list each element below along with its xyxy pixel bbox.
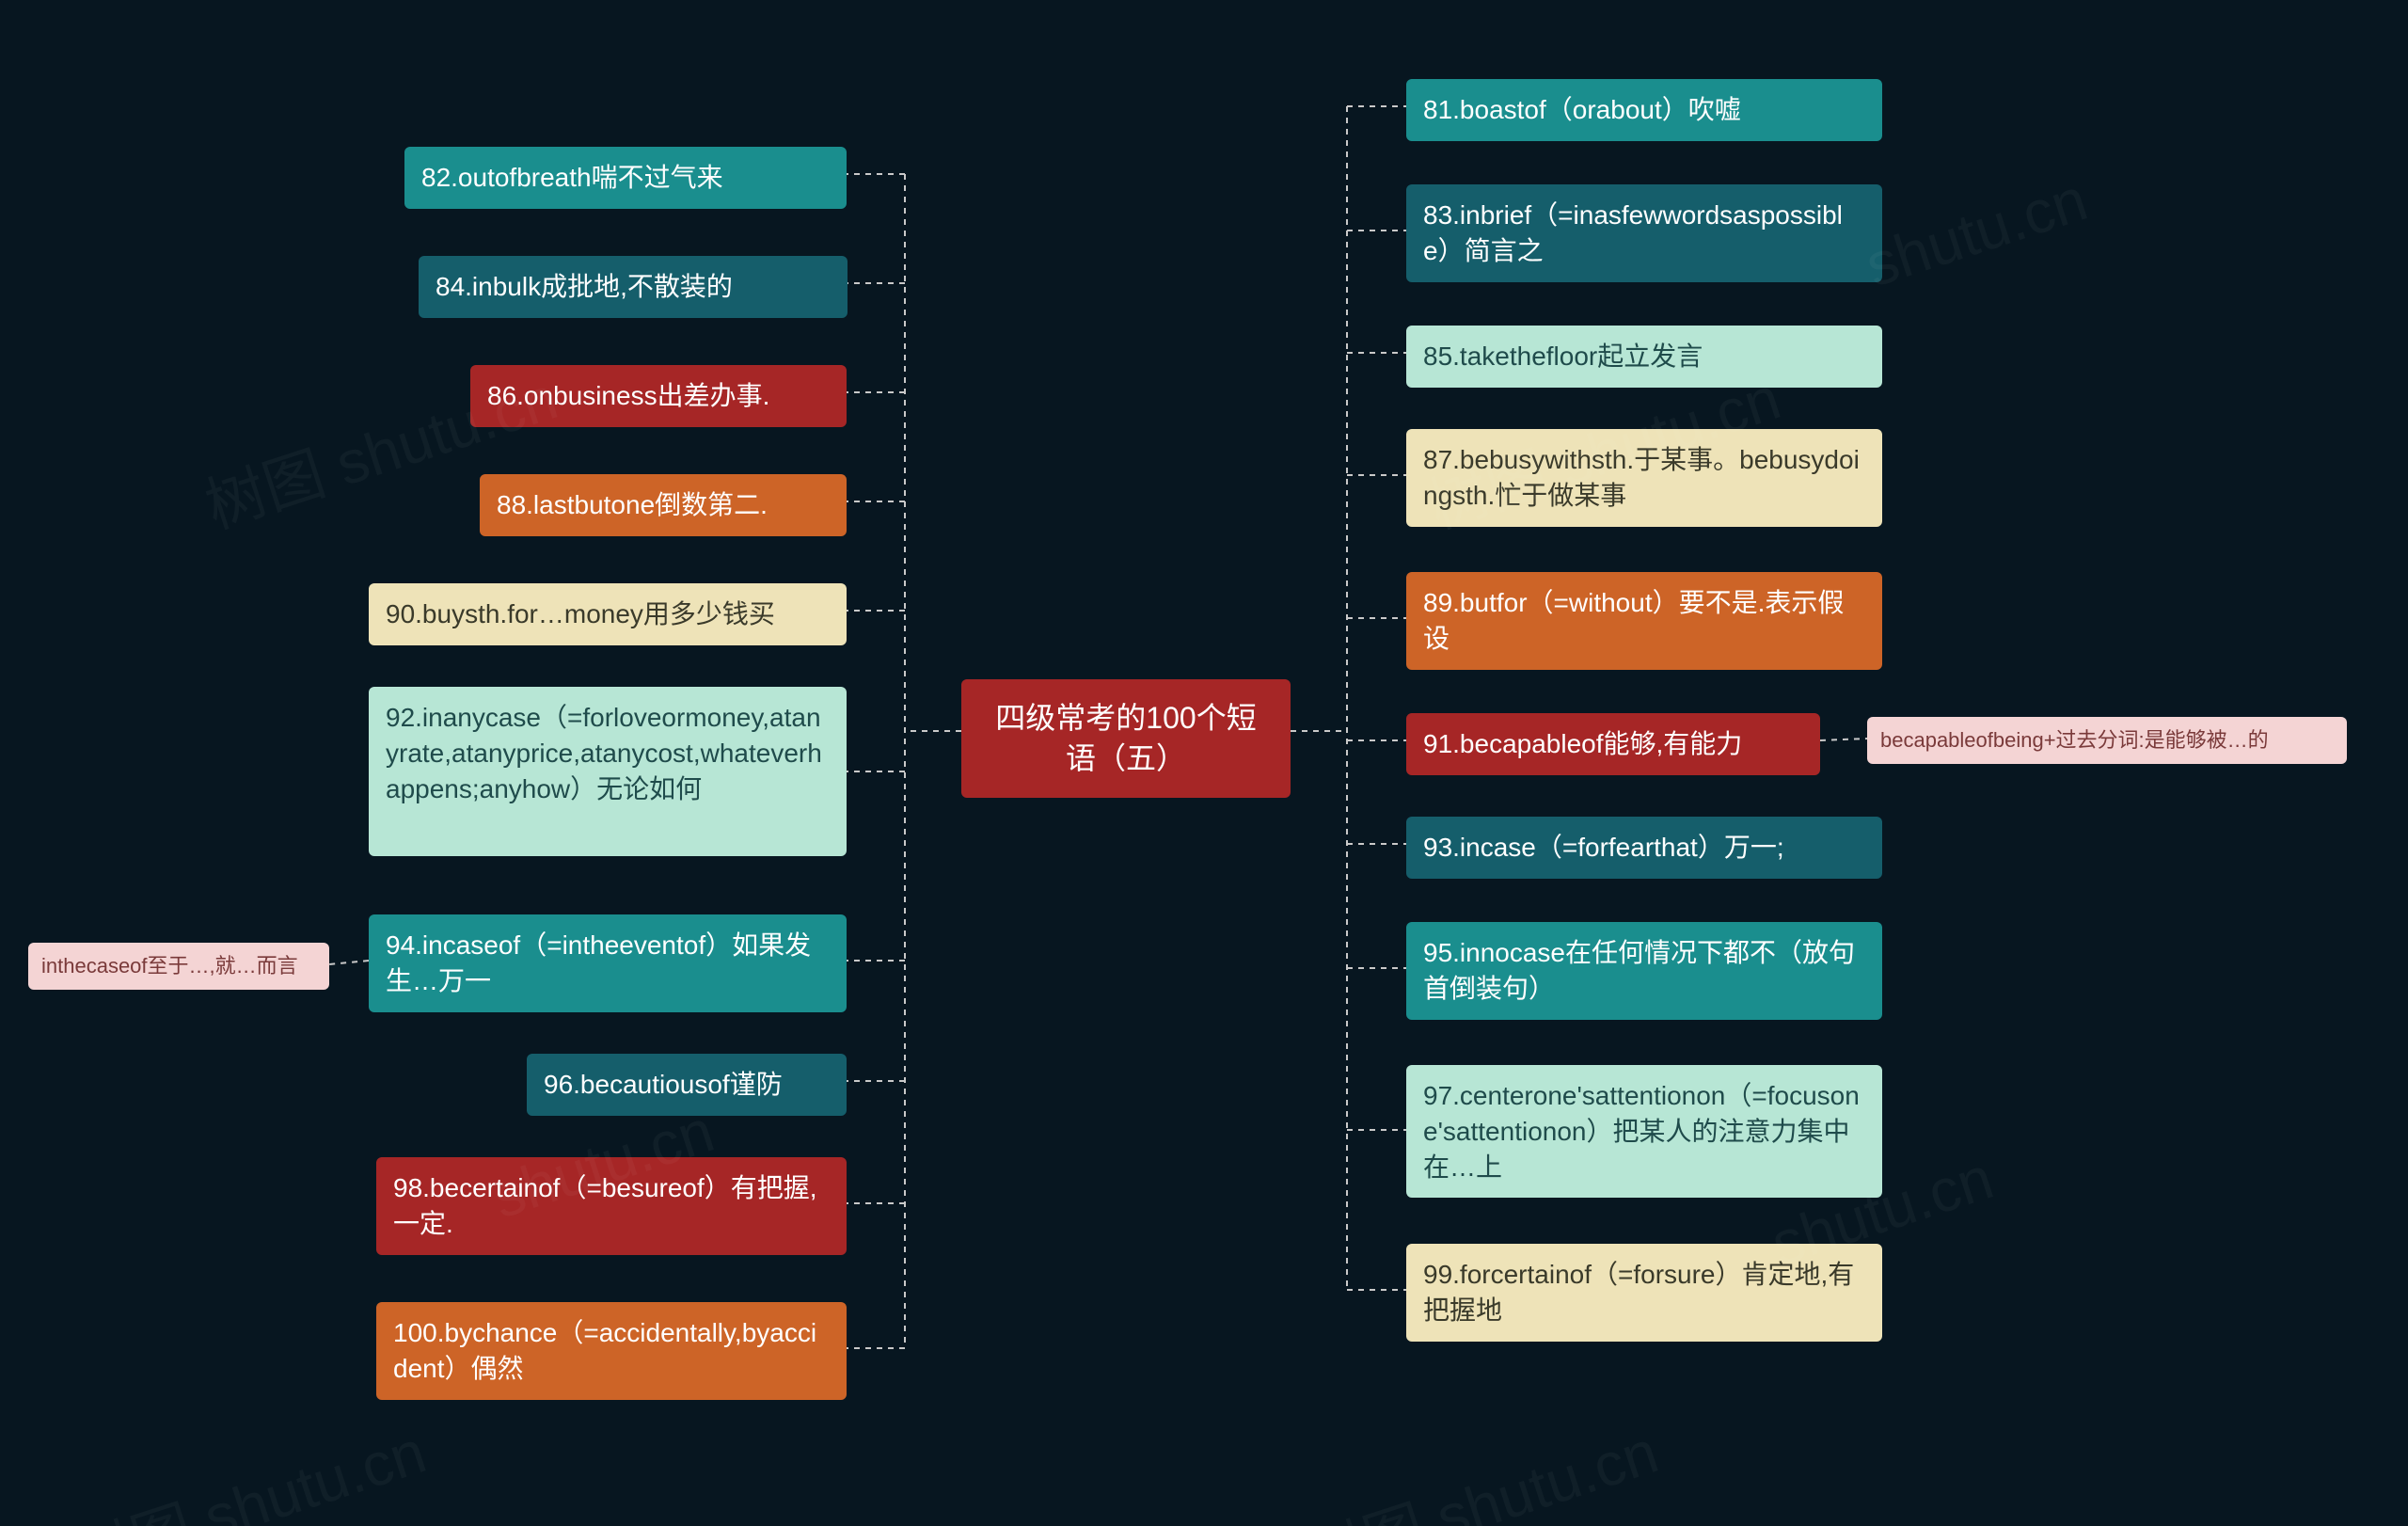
sub-node-s94-label: inthecaseof至于…,就…而言: [41, 954, 298, 978]
left-node-l98-label: 98.becertainof（=besureof）有把握,一定.: [393, 1173, 817, 1238]
watermark: shutu.cn: [1857, 164, 2095, 300]
left-node-l90: 90.buysth.for…money用多少钱买: [369, 583, 847, 645]
watermark: 树图 shutu.cn: [1293, 1404, 1667, 1526]
left-node-l94-label: 94.incaseof（=intheeventof）如果发生…万一: [386, 930, 811, 995]
left-node-l84-label: 84.inbulk成批地,不散装的: [436, 272, 733, 301]
right-node-r81: 81.boastof（orabout）吹嘘: [1406, 79, 1882, 141]
left-node-l96-label: 96.becautiousof谨防: [544, 1070, 783, 1099]
sub-node-s91: becapableofbeing+过去分词:是能够被…的: [1867, 717, 2347, 764]
right-node-r95: 95.innocase在任何情况下都不（放句首倒装句）: [1406, 922, 1882, 1020]
left-node-l88: 88.lastbutone倒数第二.: [480, 474, 847, 536]
watermark: 树图 shutu.cn: [61, 1404, 435, 1526]
left-node-l92-label: 92.inanycase（=forloveormoney,atanyrate,a…: [386, 703, 822, 803]
right-node-r87: 87.bebusywithsth.于某事。bebusydoingsth.忙于做某…: [1406, 429, 1882, 527]
left-node-l94: 94.incaseof（=intheeventof）如果发生…万一: [369, 914, 847, 1012]
right-node-r97-label: 97.centerone'sattentionon（=focusone'satt…: [1423, 1081, 1860, 1182]
left-node-l98: 98.becertainof（=besureof）有把握,一定.: [376, 1157, 847, 1255]
right-node-r83-label: 83.inbrief（=inasfewwordsaspossible）简言之: [1423, 200, 1843, 265]
right-node-r89-label: 89.butfor（=without）要不是.表示假设: [1423, 588, 1844, 653]
right-node-r83: 83.inbrief（=inasfewwordsaspossible）简言之: [1406, 184, 1882, 282]
left-node-l86-label: 86.onbusiness出差办事.: [487, 381, 769, 410]
left-node-l100: 100.bychance（=accidentally,byaccident）偶然: [376, 1302, 847, 1400]
right-node-r91: 91.becapableof能够,有能力: [1406, 713, 1820, 775]
right-node-r87-label: 87.bebusywithsth.于某事。bebusydoingsth.忙于做某…: [1423, 445, 1860, 510]
mindmap-root: 四级常考的100个短语（五）: [961, 679, 1291, 798]
right-node-r95-label: 95.innocase在任何情况下都不（放句首倒装句）: [1423, 938, 1855, 1003]
left-node-l86: 86.onbusiness出差办事.: [470, 365, 847, 427]
left-node-l92: 92.inanycase（=forloveormoney,atanyrate,a…: [369, 687, 847, 856]
right-node-r99: 99.forcertainof（=forsure）肯定地,有把握地: [1406, 1244, 1882, 1342]
right-node-r85: 85.takethefloor起立发言: [1406, 326, 1882, 388]
sub-node-s91-label: becapableofbeing+过去分词:是能够被…的: [1880, 728, 2269, 752]
left-node-l96: 96.becautiousof谨防: [527, 1054, 847, 1116]
left-node-l100-label: 100.bychance（=accidentally,byaccident）偶然: [393, 1318, 816, 1383]
right-node-r85-label: 85.takethefloor起立发言: [1423, 342, 1703, 371]
sub-node-s94: inthecaseof至于…,就…而言: [28, 943, 329, 990]
left-node-l84: 84.inbulk成批地,不散装的: [419, 256, 848, 318]
left-node-l90-label: 90.buysth.for…money用多少钱买: [386, 599, 775, 628]
right-node-r93: 93.incase（=forfearthat）万一;: [1406, 817, 1882, 879]
left-node-l82-label: 82.outofbreath喘不过气来: [421, 163, 723, 192]
left-node-l88-label: 88.lastbutone倒数第二.: [497, 490, 768, 519]
root-label: 四级常考的100个短语（五）: [995, 701, 1256, 775]
left-node-l82: 82.outofbreath喘不过气来: [404, 147, 847, 209]
right-node-r93-label: 93.incase（=forfearthat）万一;: [1423, 833, 1784, 862]
right-node-r99-label: 99.forcertainof（=forsure）肯定地,有把握地: [1423, 1260, 1854, 1325]
right-node-r89: 89.butfor（=without）要不是.表示假设: [1406, 572, 1882, 670]
right-node-r81-label: 81.boastof（orabout）吹嘘: [1423, 95, 1741, 124]
right-node-r91-label: 91.becapableof能够,有能力: [1423, 729, 1742, 758]
right-node-r97: 97.centerone'sattentionon（=focusone'satt…: [1406, 1065, 1882, 1198]
